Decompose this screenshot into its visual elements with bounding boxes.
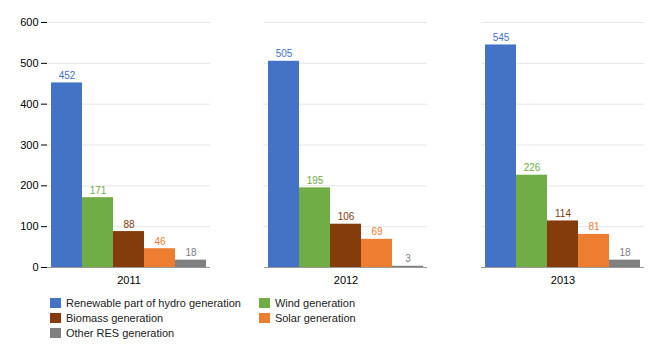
svg-text:88: 88 [123,219,135,230]
svg-text:2011: 2011 [117,274,141,286]
svg-text:505: 505 [276,48,293,59]
svg-text:46: 46 [154,236,166,247]
svg-text:69: 69 [371,226,383,237]
svg-text:2012: 2012 [334,274,358,286]
svg-text:400: 400 [20,98,38,110]
svg-text:452: 452 [59,70,76,81]
svg-text:300: 300 [20,139,38,151]
svg-text:3: 3 [405,253,411,264]
svg-text:100: 100 [20,220,38,232]
svg-text:545: 545 [493,32,510,43]
html-text:Solar generation: Solar generation [274,312,356,324]
svg-text:81: 81 [588,221,600,232]
html-text:Other RES generation: Other RES generation [66,327,175,339]
svg-text:18: 18 [619,247,631,258]
html-text:Biomass generation: Biomass generation [66,312,164,324]
svg-text:2013: 2013 [551,274,575,286]
svg-text:171: 171 [90,185,107,196]
svg-text:500: 500 [20,57,38,69]
svg-text:195: 195 [307,175,324,186]
html-text:Wind generation: Wind generation [274,297,355,309]
html-text:Renewable part of hydro genera: Renewable part of hydro generation [66,297,241,309]
svg-text:18: 18 [185,247,197,258]
svg-text:200: 200 [20,179,38,191]
svg-text:600: 600 [20,16,38,28]
svg-text:106: 106 [338,211,355,222]
svg-text:0: 0 [32,261,38,273]
svg-text:226: 226 [524,162,541,173]
svg-text:114: 114 [555,208,571,219]
